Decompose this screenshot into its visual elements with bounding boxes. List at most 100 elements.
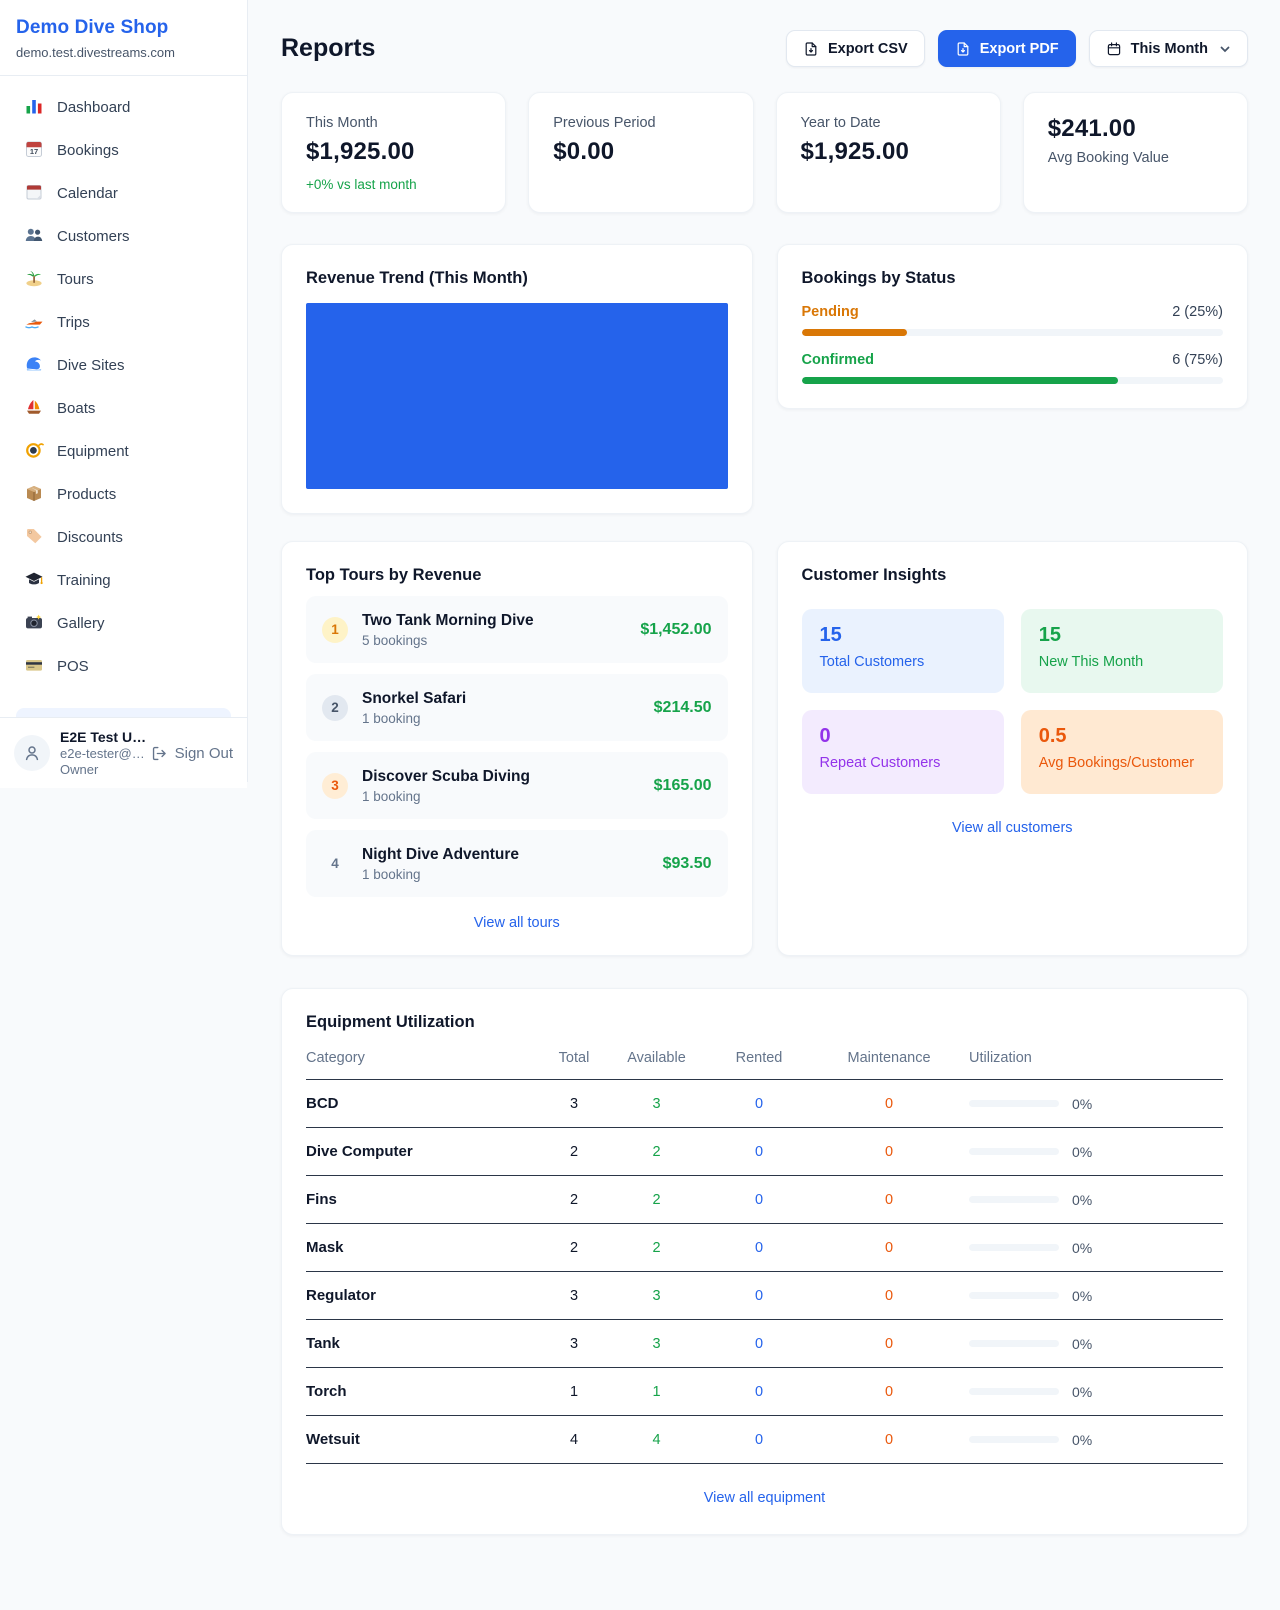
cell-rented: 0 bbox=[754, 1431, 764, 1448]
cell-rented: 0 bbox=[754, 1383, 764, 1400]
cell-utilization: 0% bbox=[1072, 1335, 1093, 1352]
tour-row[interactable]: 4 Night Dive Adventure 1 booking $93.50 bbox=[306, 830, 728, 897]
sidebar-item-calendar[interactable]: Calendar bbox=[8, 172, 239, 215]
tour-name: Snorkel Safari bbox=[362, 689, 467, 707]
sidebar-item-discounts[interactable]: Discounts bbox=[8, 516, 239, 559]
export-pdf-button[interactable]: Export PDF bbox=[937, 30, 1076, 67]
equipment-utilization-title: Equipment Utilization bbox=[306, 1013, 475, 1031]
charts-row: Revenue Trend (This Month) Bookings by S… bbox=[281, 244, 1248, 514]
cell-utilization: 0% bbox=[1072, 1239, 1093, 1256]
cell-total: 3 bbox=[569, 1095, 579, 1112]
sidebar-item-equipment[interactable]: Equipment bbox=[8, 430, 239, 473]
view-all-equipment-link[interactable]: View all equipment bbox=[703, 1490, 826, 1506]
tour-row[interactable]: 1 Two Tank Morning Dive 5 bookings $1,45… bbox=[306, 596, 728, 663]
sidebar-item-reports-partial[interactable] bbox=[16, 708, 231, 717]
stat-card-this-month: This Month $1,925.00 +0% vs last month bbox=[281, 92, 507, 213]
tear-off-calendar-icon bbox=[24, 182, 44, 206]
cell-available: 2 bbox=[652, 1143, 661, 1160]
utilization-bar bbox=[969, 1340, 1059, 1347]
bookings-by-status-title: Bookings by Status bbox=[801, 269, 956, 287]
cell-total: 3 bbox=[569, 1335, 579, 1352]
view-all-customers-link[interactable]: View all customers bbox=[951, 820, 1073, 836]
table-row: Tank 3 3 0 0 0% bbox=[306, 1320, 1223, 1368]
cell-maintenance: 0 bbox=[884, 1287, 894, 1304]
sidebar-item-boats[interactable]: Boats bbox=[8, 387, 239, 430]
export-csv-button[interactable]: Export CSV bbox=[785, 30, 925, 67]
bar-chart-icon bbox=[24, 96, 44, 120]
cell-maintenance: 0 bbox=[884, 1191, 894, 1208]
cell-maintenance: 0 bbox=[884, 1239, 894, 1256]
tour-bookings: 1 booking bbox=[362, 866, 421, 882]
tile-label: Avg Bookings/Customer bbox=[1038, 755, 1195, 771]
cell-total: 2 bbox=[569, 1191, 579, 1208]
cell-maintenance: 0 bbox=[884, 1383, 894, 1400]
insight-tiles: 15 Total Customers 15 New This Month 0 R… bbox=[801, 609, 1223, 794]
tour-bookings: 1 booking bbox=[362, 710, 421, 726]
top-tours-title: Top Tours by Revenue bbox=[306, 566, 482, 584]
cell-maintenance: 0 bbox=[884, 1095, 894, 1112]
customer-insights-title: Customer Insights bbox=[801, 566, 947, 584]
status-label: Pending bbox=[801, 304, 859, 320]
file-download-icon bbox=[957, 41, 969, 56]
chevron-down-icon bbox=[1220, 46, 1230, 52]
stat-label: Previous Period bbox=[553, 115, 656, 131]
cell-available: 2 bbox=[652, 1191, 661, 1208]
cell-rented: 0 bbox=[754, 1335, 764, 1352]
export-pdf-label: Export PDF bbox=[979, 40, 1059, 57]
user-name: E2E Test U… bbox=[60, 729, 147, 745]
rank-badge: 4 bbox=[331, 856, 339, 871]
cell-rented: 0 bbox=[754, 1287, 764, 1304]
cell-category: Torch bbox=[306, 1383, 347, 1400]
cell-utilization: 0% bbox=[1072, 1095, 1093, 1112]
sidebar-item-gallery[interactable]: Gallery bbox=[8, 602, 239, 645]
stat-label: Year to Date bbox=[800, 115, 881, 131]
cell-total: 3 bbox=[569, 1287, 579, 1304]
stat-cards-row: This Month $1,925.00 +0% vs last month P… bbox=[281, 92, 1248, 213]
tour-bookings: 5 bookings bbox=[362, 632, 428, 648]
person-icon bbox=[25, 746, 39, 761]
sidebar: Demo Dive Shop demo.test.divestreams.com… bbox=[0, 0, 248, 788]
sidebar-nav: Dashboard 17 Bookings Calendar Customers… bbox=[0, 76, 247, 717]
tour-revenue: $214.50 bbox=[653, 698, 712, 716]
rank-badge: 3 bbox=[322, 772, 348, 799]
period-select[interactable]: This Month bbox=[1088, 30, 1248, 67]
cell-total: 2 bbox=[569, 1143, 579, 1160]
sidebar-item-products[interactable]: Products bbox=[8, 473, 239, 516]
table-row: Mask 2 2 0 0 0% bbox=[306, 1224, 1223, 1272]
shop-name[interactable]: Demo Dive Shop bbox=[16, 17, 169, 38]
page-header: Reports Export CSV Export PDF This Month bbox=[281, 30, 1248, 67]
column-category: Category bbox=[306, 1050, 365, 1066]
sidebar-item-label: Boats bbox=[57, 400, 96, 417]
sidebar-item-label: Trips bbox=[57, 314, 90, 331]
tile-label: New This Month bbox=[1038, 654, 1144, 670]
sidebar-item-tours[interactable]: Tours bbox=[8, 258, 239, 301]
sidebar-item-dashboard[interactable]: Dashboard bbox=[8, 86, 239, 129]
view-all-tours-link[interactable]: View all tours bbox=[473, 915, 560, 931]
package-icon bbox=[24, 483, 44, 507]
table-row: Wetsuit 4 4 0 0 0% bbox=[306, 1416, 1223, 1464]
table-row: BCD 3 3 0 0 0% bbox=[306, 1080, 1223, 1128]
sidebar-item-pos[interactable]: POS bbox=[8, 645, 239, 688]
cell-utilization: 0% bbox=[1072, 1191, 1093, 1208]
sign-out-icon bbox=[152, 746, 166, 760]
table-row: Regulator 3 3 0 0 0% bbox=[306, 1272, 1223, 1320]
sidebar-item-dive-sites[interactable]: Dive Sites bbox=[8, 344, 239, 387]
table-row: Fins 2 2 0 0 0% bbox=[306, 1176, 1223, 1224]
column-utilization: Utilization bbox=[969, 1050, 1032, 1066]
sidebar-item-bookings[interactable]: 17 Bookings bbox=[8, 129, 239, 172]
customer-insights-card: Customer Insights 15 Total Customers 15 … bbox=[776, 541, 1248, 956]
cell-total: 4 bbox=[569, 1431, 579, 1448]
sign-out-button[interactable]: Sign Out bbox=[151, 745, 233, 762]
cell-available: 1 bbox=[652, 1383, 661, 1400]
table-row: Torch 1 1 0 0 0% bbox=[306, 1368, 1223, 1416]
cell-available: 3 bbox=[652, 1095, 661, 1112]
tour-name: Two Tank Morning Dive bbox=[362, 611, 534, 629]
cell-available: 3 bbox=[652, 1287, 661, 1304]
cell-utilization: 0% bbox=[1072, 1431, 1093, 1448]
sidebar-item-training[interactable]: Training bbox=[8, 559, 239, 602]
sidebar-item-customers[interactable]: Customers bbox=[8, 215, 239, 258]
revenue-trend-title: Revenue Trend (This Month) bbox=[306, 269, 528, 287]
tour-row[interactable]: 2 Snorkel Safari 1 booking $214.50 bbox=[306, 674, 728, 741]
tour-row[interactable]: 3 Discover Scuba Diving 1 booking $165.0… bbox=[306, 752, 728, 819]
sidebar-item-trips[interactable]: Trips bbox=[8, 301, 239, 344]
